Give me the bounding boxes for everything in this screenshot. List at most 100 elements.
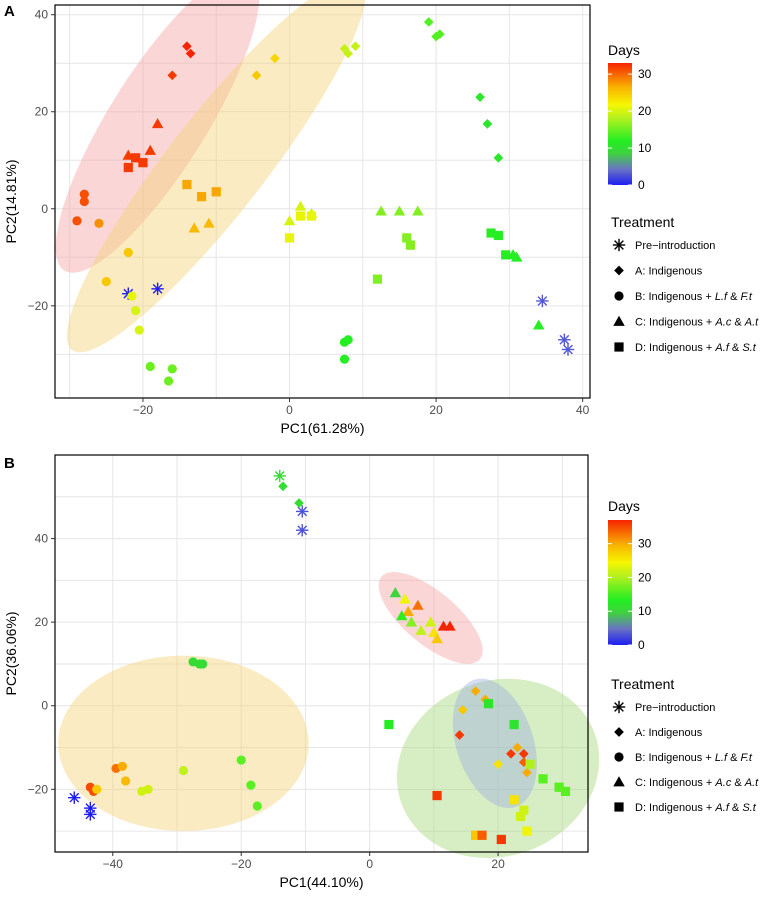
data-point-diamond: [482, 119, 493, 129]
data-point-star: [536, 294, 549, 308]
legend-label-part: B: Indigenous +: [635, 291, 715, 303]
star-stroke: [152, 283, 163, 294]
data-point-square: [501, 250, 511, 260]
data-point-circle: [127, 291, 137, 301]
legend-label-part: F.t: [741, 291, 753, 303]
data-point-circle: [92, 784, 102, 794]
data-point-circle: [236, 755, 246, 765]
star-stroke: [559, 334, 570, 345]
data-point-diamond: [251, 70, 262, 81]
data-point-star: [151, 282, 164, 296]
days-legend-title: Days: [608, 42, 640, 58]
x-tick-label: 0: [286, 403, 293, 417]
data-point-triangle: [510, 251, 523, 262]
legend-label-part: &: [731, 777, 744, 789]
star-stroke: [614, 702, 624, 712]
legend-label-part: S.t: [742, 342, 756, 354]
treatment-legend-title: Treatment: [611, 214, 674, 230]
data-point-circle: [246, 780, 256, 790]
data-point-diamond: [518, 748, 529, 759]
data-point-circle: [131, 306, 141, 316]
x-axis-title: PC1(61.28%): [280, 420, 364, 436]
days-colorbar: [608, 63, 632, 185]
x-axis-title: PC1(44.10%): [279, 874, 363, 890]
data-point-star: [68, 791, 81, 804]
legend-label-part: L.f: [715, 291, 728, 303]
data-point-triangle: [144, 144, 157, 155]
legend-label: B: Indigenous + L.f & F.t: [635, 291, 753, 303]
legend-label-part: D: Indigenous +: [635, 342, 715, 354]
x-tick-label: 0: [366, 857, 373, 871]
data-point-circle: [79, 189, 89, 199]
data-point-circle: [121, 776, 131, 786]
data-point-square: [123, 162, 133, 173]
data-point-circle: [163, 376, 174, 386]
plot-frame: [54, 454, 589, 853]
data-point-square: [471, 830, 481, 840]
legend-label: Pre−introduction: [635, 702, 715, 714]
data-point-star: [273, 469, 286, 483]
legend-key-square: [614, 802, 624, 812]
panel-a: A −20 0 20 40 −20 0 20 40 PC1(61.28%) PC2(14.81%) D…: [3, 0, 759, 436]
data-point-star: [296, 505, 309, 518]
data-point-square: [372, 274, 383, 284]
legend-label-part: F.t: [741, 752, 753, 764]
data-point-triangle: [283, 215, 296, 226]
data-point-circle: [117, 761, 128, 771]
data-point-square: [211, 187, 221, 197]
data-point-circle: [198, 659, 208, 669]
data-point-triangle: [412, 599, 424, 610]
legend-key-square: [614, 342, 624, 352]
y-tick-label: 40: [35, 8, 49, 22]
data-point-diamond: [167, 70, 178, 81]
data-point-diamond: [185, 48, 196, 59]
data-point-square: [493, 230, 503, 241]
star-stroke: [274, 471, 285, 481]
data-point-circle: [123, 247, 133, 258]
legend-label-part: &: [731, 317, 744, 329]
data-point-square: [295, 211, 306, 221]
data-point-triangle: [393, 205, 406, 216]
data-point-triangle: [294, 200, 307, 211]
data-point-circle: [72, 216, 82, 226]
legend-label-part: A.t: [744, 317, 759, 329]
data-point-star: [558, 333, 571, 346]
legend-label-part: B: Indigenous +: [635, 752, 715, 764]
legend-label: D: Indigenous + A.f & S.t: [635, 342, 757, 354]
legend-label: A: Indigenous: [635, 266, 703, 278]
data-point-circle: [134, 325, 144, 335]
x-tick-label: −40: [103, 857, 124, 871]
data-point-diamond: [350, 41, 361, 52]
data-point-star: [296, 524, 309, 537]
legend-label: C: Indigenous + A.c & A.t: [635, 317, 759, 329]
x-tick-label: −20: [231, 857, 252, 871]
data-point-triangle: [415, 624, 427, 635]
legend-label-part: &: [729, 802, 742, 814]
legend-label: B: Indigenous + L.f & F.t: [635, 752, 753, 764]
data-point-square: [538, 774, 548, 784]
star-stroke: [69, 792, 80, 803]
data-point-diamond: [457, 705, 468, 715]
data-point-square: [432, 790, 442, 801]
colorbar-tick-label: 20: [638, 104, 652, 118]
legend-label-part: S.t: [742, 802, 756, 814]
data-point-square: [477, 830, 487, 840]
data-point-diamond: [454, 730, 465, 740]
legend-label-part: D: Indigenous +: [635, 802, 715, 814]
legend-label-part: A.c: [714, 777, 731, 789]
data-point-circle: [343, 335, 353, 345]
data-point-diamond: [270, 53, 280, 64]
star-stroke: [614, 240, 624, 250]
data-point-diamond: [522, 767, 532, 778]
colorbar-tick-label: 0: [638, 178, 645, 192]
data-point-triangle: [402, 605, 414, 617]
data-point-star: [84, 808, 97, 821]
data-point-circle: [94, 218, 104, 228]
data-point-diamond: [475, 92, 485, 103]
data-point-diamond: [470, 686, 481, 696]
panel-b: B −40 −20 0 20 −20 0 20 40 PC1(44.10%) PC2(36.06%)…: [3, 454, 759, 890]
legend-label-part: A.c: [714, 317, 731, 329]
data-point-circle: [101, 276, 111, 287]
panel-label: A: [4, 3, 15, 20]
